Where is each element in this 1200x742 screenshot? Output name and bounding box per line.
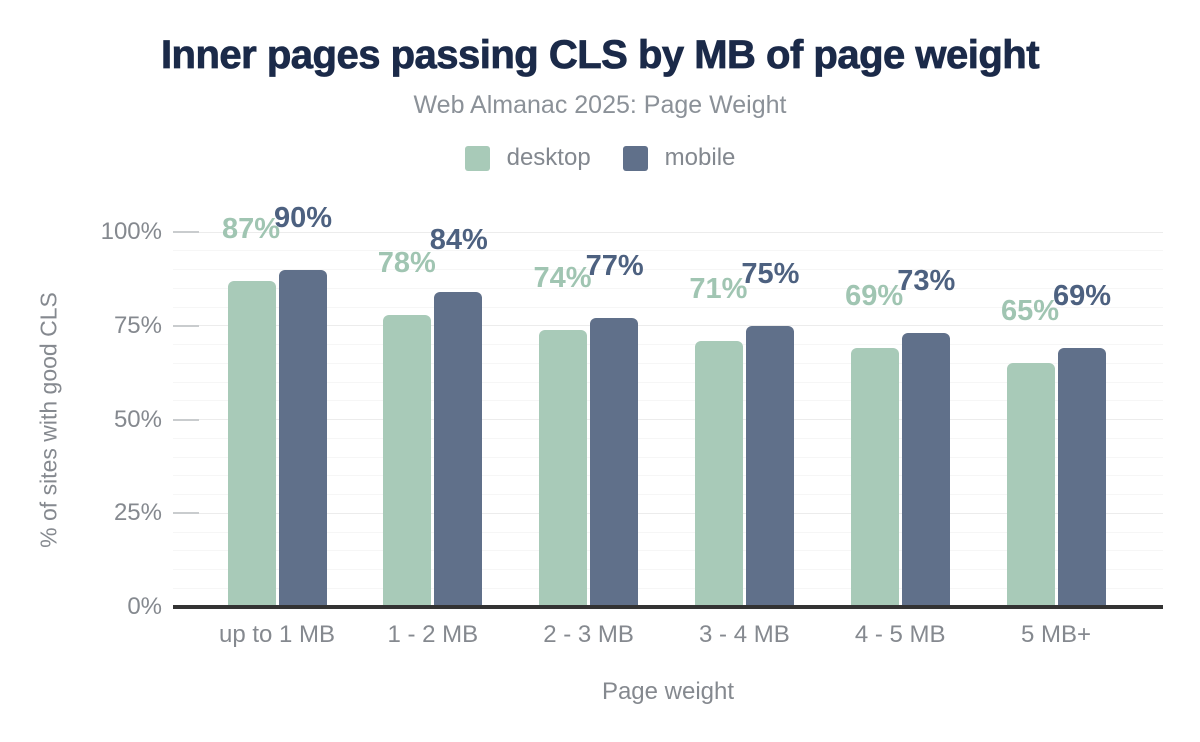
x-category-label-1: 1 - 2 MB (387, 621, 479, 648)
y-tick-label-75: 75% (113, 311, 162, 339)
x-axis-title: Page weight (601, 678, 735, 705)
legend-item-desktop: desktop (464, 144, 591, 172)
gridline-90 (173, 269, 1163, 270)
gridline-60 (173, 381, 1163, 383)
y-tick-mark-50 (173, 418, 199, 421)
bar-group-2: 74% 77% (534, 232, 644, 607)
y-tick-label-100: 100% (100, 218, 162, 245)
gridline-50 (173, 419, 1163, 420)
value-label-mobile-2: 77% (585, 250, 644, 283)
bar-mobile-3 (745, 325, 794, 607)
gridline-85 (173, 287, 1163, 289)
bar-mobile-1 (434, 292, 483, 607)
gridline-100 (173, 231, 1163, 233)
legend-label-mobile: mobile (664, 144, 736, 171)
desktop-swatch-icon (464, 145, 490, 171)
bar-desktop-2 (539, 329, 588, 607)
x-category-label-0: up to 1 MB (218, 621, 336, 648)
x-category-label-3: 3 - 4 MB (699, 621, 790, 648)
gridline-35 (173, 475, 1163, 477)
value-label-desktop-5: 65% (1000, 295, 1059, 328)
gridline-10 (173, 569, 1163, 570)
gridline-15 (173, 550, 1163, 552)
bar-desktop-0 (227, 280, 276, 607)
bar-mobile-5 (1057, 348, 1106, 607)
y-tick-mark-25 (173, 512, 199, 515)
bar-mobile-2 (590, 318, 639, 607)
bar-desktop-3 (694, 340, 743, 607)
value-label-desktop-4: 69% (845, 280, 904, 313)
y-tick-label-50: 50% (113, 405, 162, 433)
x-axis-line (173, 605, 1163, 609)
plot-area: % of sites with good CLS Page weight 0% 2… (36, 203, 1163, 705)
bar-mobile-0 (278, 269, 327, 607)
y-tick-label-25: 25% (113, 499, 162, 527)
gridline-45 (173, 437, 1163, 439)
legend-item-mobile: mobile (622, 144, 736, 172)
bar-group-4: 69% 73% (845, 232, 955, 607)
gridline-65 (173, 362, 1163, 364)
gridline-55 (173, 400, 1163, 402)
bar-mobile-4 (901, 333, 950, 607)
gridline-30 (173, 494, 1163, 495)
gridline-40 (173, 456, 1163, 458)
x-category-label-4: 4 - 5 MB (854, 621, 946, 648)
mobile-swatch-icon (622, 145, 648, 171)
chart-subtitle: Web Almanac 2025: Page Weight (413, 91, 787, 119)
y-axis-title: % of sites with good CLS (35, 291, 62, 548)
y-tick-mark-75 (173, 324, 199, 327)
value-label-mobile-3: 75% (741, 257, 800, 290)
bar-group-3: 71% 75% (689, 232, 799, 607)
chart-title: Inner pages passing CLS by MB of page we… (160, 33, 1040, 78)
value-label-mobile-1: 84% (429, 224, 488, 256)
bar-desktop-5 (1006, 363, 1055, 607)
value-label-mobile-5: 69% (1053, 280, 1112, 313)
y-tick-label-0: 0% (127, 593, 162, 620)
value-label-desktop-0: 87% (221, 212, 280, 245)
gridline-25 (173, 512, 1163, 514)
gridline-70 (173, 344, 1163, 345)
value-label-desktop-1: 78% (377, 246, 436, 279)
bar-group-0: 87% 90% (222, 203, 332, 607)
value-label-mobile-4: 73% (897, 265, 956, 298)
y-tick-mark-100 (173, 231, 199, 233)
gridline-5 (173, 587, 1163, 589)
bar-group-1: 78% 84% (378, 225, 488, 607)
x-category-label-5: 5 MB+ (1020, 621, 1092, 648)
bar-desktop-1 (383, 314, 432, 607)
value-label-mobile-0: 90% (274, 201, 333, 234)
gridline-80 (173, 306, 1163, 308)
bar-desktop-4 (850, 348, 899, 607)
gridline-75 (173, 325, 1163, 327)
legend-label-desktop: desktop (506, 144, 591, 171)
x-category-label-2: 2 - 3 MB (543, 621, 634, 648)
gridline-20 (173, 531, 1163, 533)
bar-group-5: 65% 69% (1001, 232, 1111, 607)
value-label-desktop-2: 74% (533, 261, 592, 294)
gridline-95 (173, 250, 1163, 252)
value-label-desktop-3: 71% (689, 272, 748, 305)
legend: desktop mobile (0, 144, 1200, 172)
